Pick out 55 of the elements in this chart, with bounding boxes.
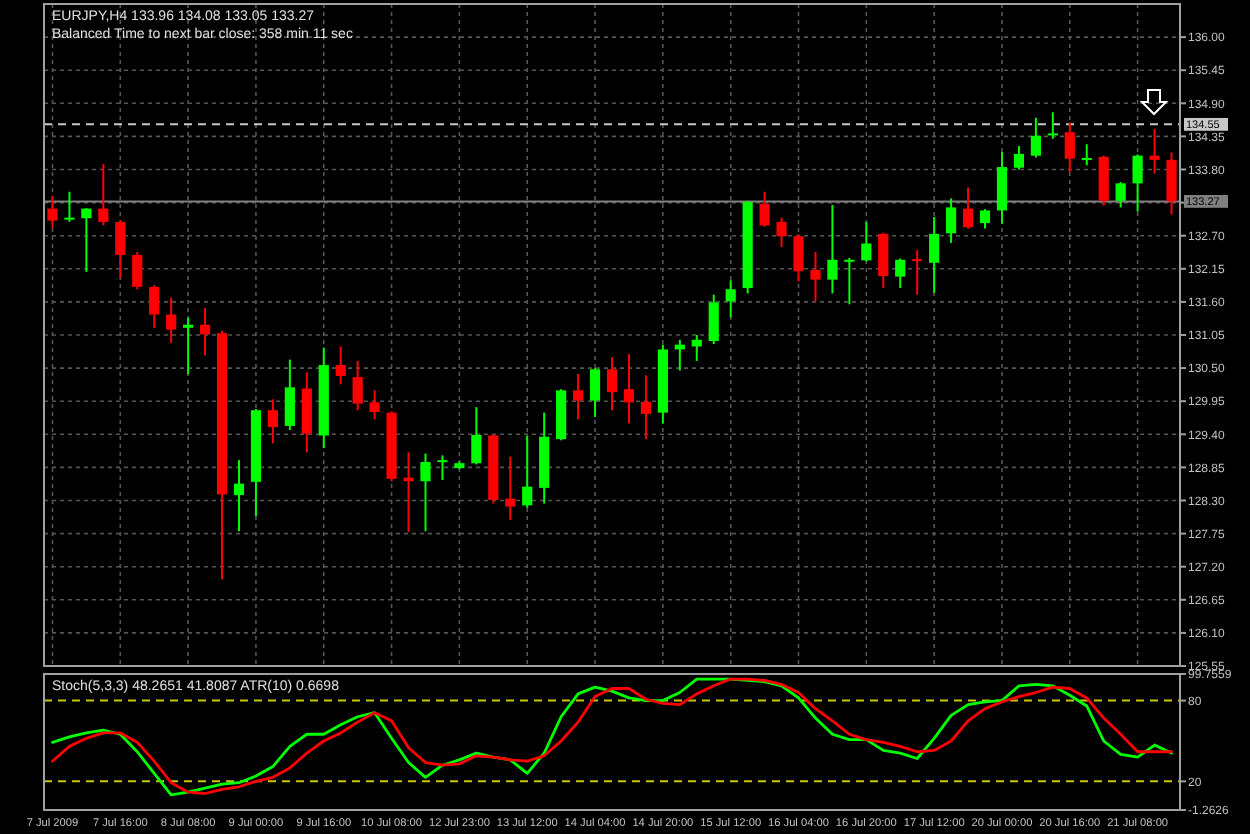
candlestick [793,233,804,283]
candlestick [267,398,278,445]
candlestick [369,389,380,421]
candlestick [471,406,482,466]
candlestick [522,434,533,509]
candlestick [1149,128,1160,175]
candlestick [47,194,58,229]
candlestick [1047,111,1058,140]
candlestick [1030,116,1041,159]
candlestick [1081,143,1092,167]
candlestick [1115,181,1126,209]
candlestick [979,208,991,230]
candlestick [335,345,346,386]
candlestick [199,306,211,357]
candlestick [1132,153,1143,213]
candlestick [149,284,160,329]
candlestick [691,334,702,362]
candlestick [284,358,295,432]
candlestick [929,216,940,294]
candlestick [64,190,75,223]
candlestick [1013,145,1025,171]
candlestick [437,454,448,482]
candlestick [827,204,838,295]
candlestick [759,190,770,228]
candlestick [183,316,194,376]
candlestick [810,250,821,303]
candlestick [301,371,312,454]
candlestick [996,151,1008,225]
candlestick [505,455,516,521]
candlestick [1098,154,1109,207]
candlestick [776,216,787,249]
candlestick [420,452,431,533]
candlestick [132,250,143,291]
candlestick [725,279,736,319]
candlestick [233,459,245,533]
candlestick [861,220,872,263]
candlestick [1064,121,1075,173]
candlestick [1166,151,1177,216]
candlestick [844,256,855,306]
candlestick [895,257,906,290]
candlestick [878,231,889,290]
candlestick [115,219,126,279]
candlestick [912,249,923,296]
candlestick [708,293,719,346]
candlestick [589,367,601,418]
candlestick [640,374,651,441]
candlestick [946,197,957,244]
candlestick [352,359,363,412]
candlestick [962,186,974,230]
candlestick [98,163,109,227]
candlestick [81,207,92,273]
candlestick [166,296,177,344]
candlestick [606,356,618,412]
candlestick [573,373,584,421]
candlestick [623,353,635,425]
